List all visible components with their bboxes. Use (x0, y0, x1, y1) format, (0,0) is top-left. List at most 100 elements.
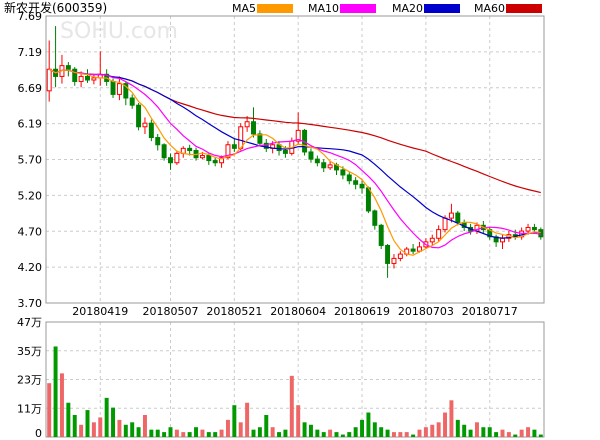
volume-bar (455, 419, 460, 437)
legend-label: MA20 (392, 2, 423, 15)
volume-bar (398, 432, 403, 437)
volume-bar (526, 427, 531, 437)
price-x-tick-label: 20180521 (206, 305, 262, 318)
candle (251, 107, 256, 138)
volume-bar (532, 429, 537, 437)
candle-body (327, 164, 333, 169)
candle (212, 157, 218, 167)
volume-y-tick-label: 23万 (17, 374, 42, 387)
volume-y-tick-label: 35万 (17, 345, 42, 358)
chart-legend: MA5 MA10 MA20 MA60 (232, 2, 542, 15)
candle (410, 244, 416, 255)
volume-bar (321, 432, 326, 437)
ma10-line (48, 68, 541, 249)
volume-bar (232, 405, 237, 437)
candle (429, 234, 435, 246)
candle-body (448, 212, 454, 219)
candle-body (129, 97, 135, 106)
candle (327, 160, 333, 170)
volume-bar (213, 432, 218, 437)
volume-bar (430, 424, 435, 437)
volume-bar (500, 429, 505, 437)
price-y-tick-label: 4.70 (18, 225, 43, 238)
candle-body (340, 169, 346, 176)
legend-label: MA10 (308, 2, 339, 15)
volume-bar (162, 432, 167, 437)
volume-bar (443, 412, 448, 437)
candle-body (385, 244, 391, 264)
candle (72, 67, 78, 86)
candle-body (538, 229, 544, 238)
volume-bar (219, 429, 224, 437)
volume-bar (206, 432, 211, 437)
volume-bar (194, 427, 199, 437)
watermark: SOHU.com (60, 19, 178, 44)
volume-bar (379, 427, 384, 437)
candle (391, 254, 397, 269)
candle-body (391, 257, 397, 264)
candle (417, 241, 422, 253)
price-y-tick-label: 5.70 (18, 154, 43, 167)
candle-body (531, 226, 537, 231)
legend-swatch (506, 4, 542, 13)
candle (372, 209, 378, 230)
candle (314, 155, 320, 167)
candle-body (187, 147, 193, 152)
candle-body (257, 133, 263, 144)
volume-bar (53, 346, 58, 437)
volume-bar (85, 410, 90, 437)
price-y-tick-label: 4.20 (18, 261, 43, 274)
volume-bar (264, 414, 269, 437)
volume-bar (315, 429, 320, 437)
candle (448, 203, 454, 223)
candle-body (442, 217, 448, 231)
candle (346, 172, 352, 185)
volume-bar (270, 427, 275, 437)
candle-body (199, 155, 205, 159)
volume-bar (245, 402, 250, 437)
candle-body (212, 160, 218, 164)
candle (148, 119, 154, 142)
legend-swatch (257, 4, 293, 13)
price-y-tick-label: 7.19 (18, 46, 43, 59)
candle-body (436, 229, 442, 239)
volume-bar (277, 432, 282, 437)
volume-bar (149, 429, 154, 437)
volume-bar (66, 402, 71, 437)
candle (142, 117, 148, 134)
chart-title: 新农开发(600359) (4, 0, 107, 15)
candle-body (219, 157, 225, 164)
candle-body (251, 121, 256, 135)
price-y-tick-label: 5.20 (18, 189, 43, 202)
volume-bar (353, 427, 358, 437)
price-x-tick-label: 20180619 (334, 305, 390, 318)
volume-bar (328, 429, 333, 437)
candle (123, 81, 129, 106)
price-x-tick-label: 20180604 (270, 305, 326, 318)
ma5-line (48, 68, 541, 256)
candle (308, 148, 314, 163)
volume-bar (513, 434, 518, 437)
volume-bar (366, 412, 371, 437)
candle-body (225, 144, 231, 159)
candle-body (397, 253, 403, 259)
candle (378, 223, 384, 250)
volume-bar (468, 429, 473, 437)
candle (129, 94, 135, 109)
price-panel-frame (45, 15, 545, 304)
volume-bar (289, 375, 294, 437)
legend-label: MA5 (232, 2, 256, 15)
volume-bar (174, 429, 179, 437)
volume-bar (519, 429, 524, 437)
volume-bar (187, 432, 192, 437)
legend-label: MA60 (474, 2, 505, 15)
volume-bar (117, 419, 122, 437)
moving-average-lines (48, 68, 541, 256)
candle-body (231, 144, 237, 149)
candle (244, 115, 250, 132)
candle-body (500, 237, 505, 243)
price-x-axis: 20180419 20180507 20180521 20180604 20180619… (72, 305, 517, 318)
volume-bar (417, 429, 422, 437)
